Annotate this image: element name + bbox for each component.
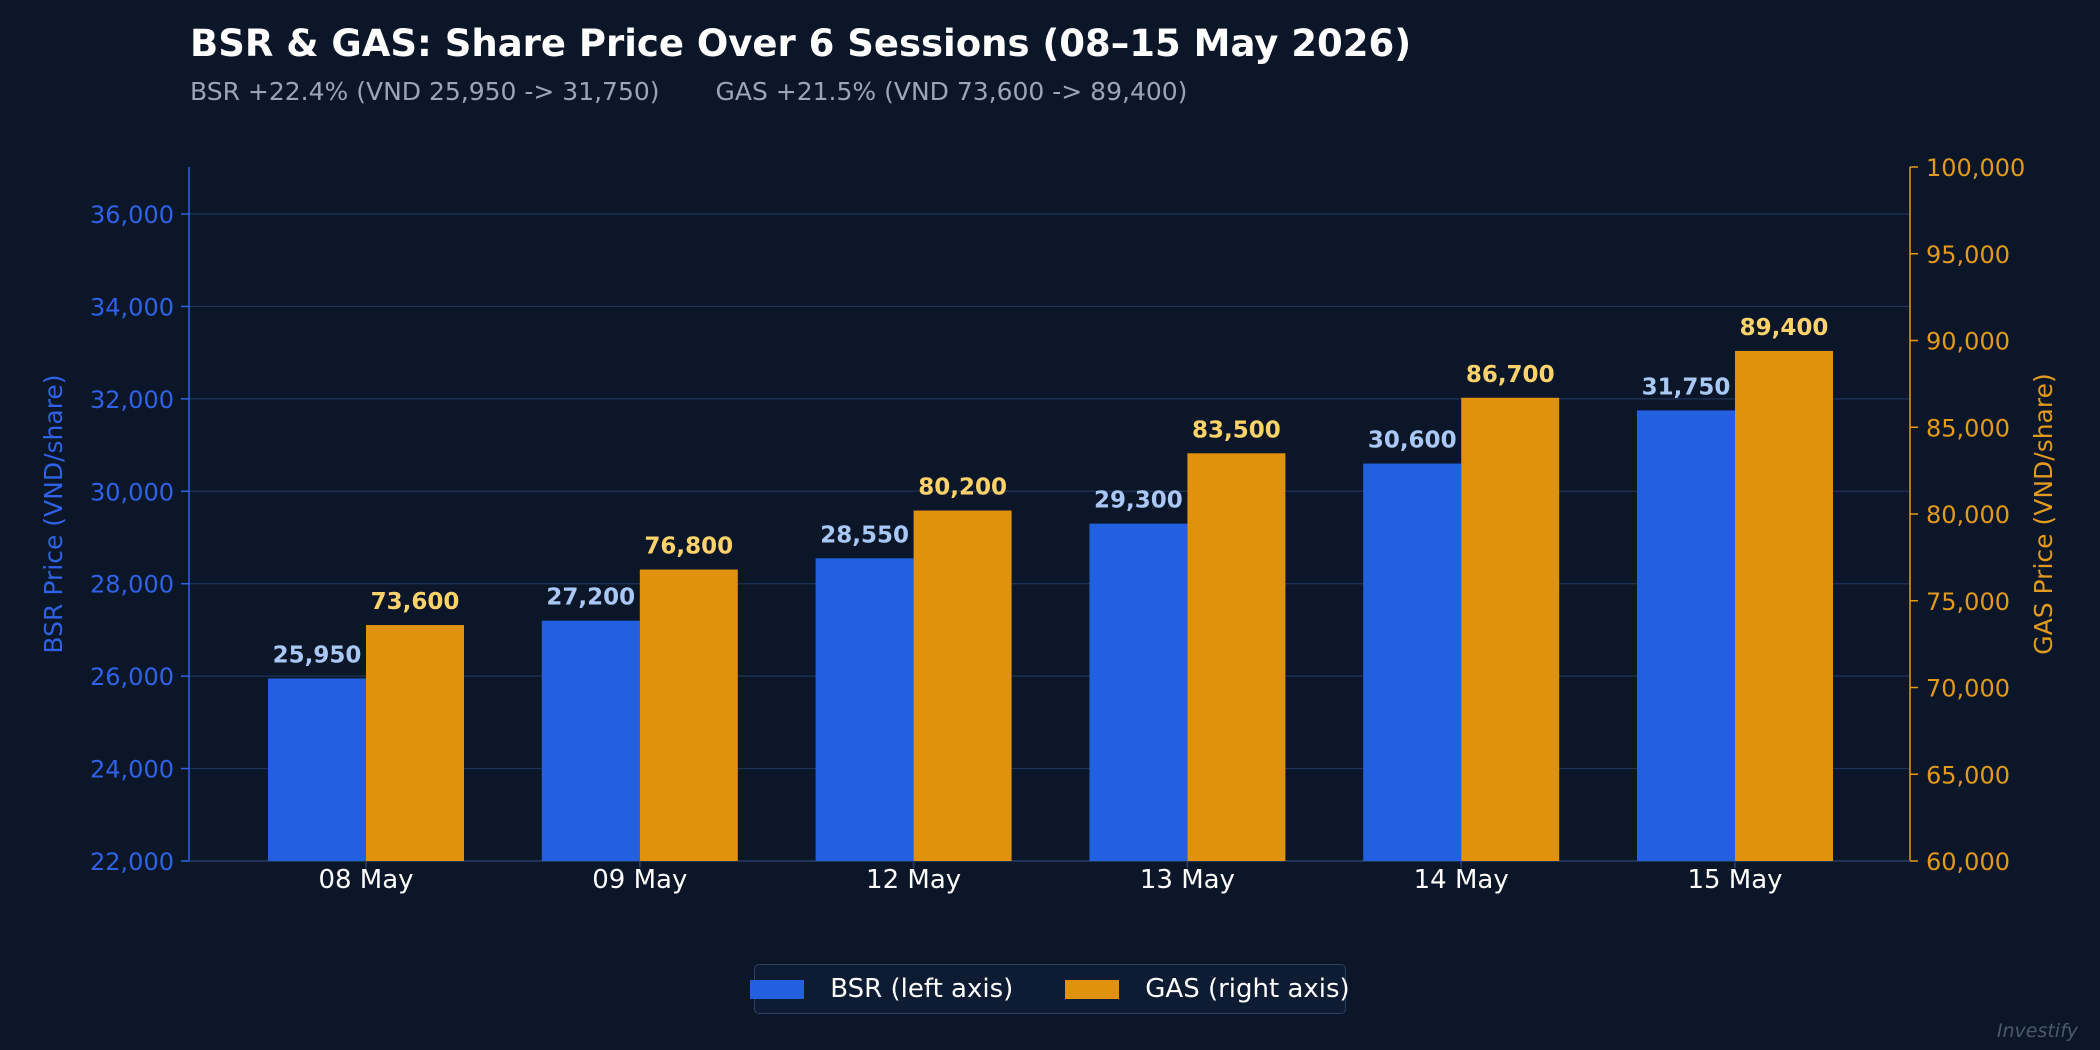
bar-gas bbox=[1735, 350, 1833, 861]
legend-label-gas: GAS (right axis) bbox=[1145, 974, 1350, 1004]
left-axis-tick-label: 28,000 bbox=[90, 571, 174, 599]
bar-gas bbox=[913, 510, 1012, 861]
left-axis-tick-label: 24,000 bbox=[90, 756, 174, 784]
data-label-gas: 89,400 bbox=[1740, 315, 1829, 341]
data-label-bsr: 25,950 bbox=[273, 642, 362, 668]
right-axis-tick-label: 85,000 bbox=[1926, 414, 2010, 442]
bar-bsr bbox=[815, 558, 914, 861]
chart-title: BSR & GAS: Share Price Over 6 Sessions (… bbox=[190, 22, 1412, 65]
legend-item-bsr: BSR (left axis) bbox=[750, 974, 1013, 1004]
right-axis-tick-label: 100,000 bbox=[1926, 154, 2025, 182]
left-axis-tick-label: 30,000 bbox=[90, 478, 174, 506]
bar-bsr bbox=[541, 620, 640, 861]
bar-gas bbox=[1187, 453, 1286, 861]
legend-item-gas: GAS (right axis) bbox=[1065, 974, 1350, 1004]
chart-legend: BSR (left axis) GAS (right axis) bbox=[750, 964, 1350, 1014]
data-label-gas: 80,200 bbox=[918, 475, 1007, 501]
bar-bsr bbox=[1637, 410, 1735, 861]
x-axis-tick-label: 13 May bbox=[1140, 865, 1235, 895]
data-label-bsr: 31,750 bbox=[1642, 374, 1731, 400]
left-axis-tick-label: 32,000 bbox=[90, 386, 174, 414]
data-label-gas: 83,500 bbox=[1192, 417, 1281, 443]
chart-subtitle: BSR +22.4% (VND 25,950 -> 31,750) GAS +2… bbox=[190, 77, 1235, 106]
right-axis-tick-label: 70,000 bbox=[1926, 675, 2010, 703]
bar-gas bbox=[1461, 397, 1560, 861]
right-axis-title: GAS Price (VND/share) bbox=[2029, 373, 2058, 655]
x-axis-tick-label: 15 May bbox=[1687, 865, 1782, 895]
legend-swatch-gas bbox=[1065, 979, 1120, 999]
bar-gas bbox=[639, 569, 738, 861]
right-axis-tick-label: 95,000 bbox=[1926, 241, 2010, 269]
legend-label-bsr: BSR (left axis) bbox=[830, 974, 1014, 1004]
left-axis-tick-label: 36,000 bbox=[90, 201, 174, 229]
bar-bsr bbox=[1363, 463, 1462, 861]
subtitle-bsr-change: BSR +22.4% (VND 25,950 -> 31,750) bbox=[190, 77, 660, 106]
data-label-gas: 76,800 bbox=[644, 534, 733, 560]
data-label-bsr: 30,600 bbox=[1368, 428, 1457, 454]
data-label-bsr: 29,300 bbox=[1094, 488, 1183, 514]
data-label-bsr: 28,550 bbox=[820, 522, 909, 548]
x-axis-tick-label: 09 May bbox=[592, 865, 687, 895]
data-label-gas: 73,600 bbox=[371, 589, 460, 615]
right-axis-tick-label: 90,000 bbox=[1926, 328, 2010, 356]
left-axis-title: BSR Price (VND/share) bbox=[39, 374, 68, 653]
bar-gas bbox=[366, 625, 464, 861]
bar-bsr bbox=[268, 678, 366, 861]
x-axis-tick-label: 14 May bbox=[1414, 865, 1509, 895]
left-axis-tick-label: 22,000 bbox=[90, 848, 174, 876]
right-axis-tick-label: 65,000 bbox=[1926, 761, 2010, 789]
x-axis-tick-label: 08 May bbox=[318, 865, 413, 895]
right-axis-tick-label: 75,000 bbox=[1926, 588, 2010, 616]
bar-bsr bbox=[1089, 523, 1188, 861]
x-axis-tick-label: 12 May bbox=[866, 865, 961, 895]
left-axis-tick-label: 26,000 bbox=[90, 663, 174, 691]
watermark: Investify bbox=[1996, 1020, 2078, 1042]
right-axis-tick-label: 80,000 bbox=[1926, 501, 2010, 529]
left-axis-tick-label: 34,000 bbox=[90, 293, 174, 321]
subtitle-gas-change: GAS +21.5% (VND 73,600 -> 89,400) bbox=[715, 77, 1188, 106]
right-axis-tick-label: 60,000 bbox=[1926, 848, 2010, 876]
data-label-gas: 86,700 bbox=[1466, 362, 1555, 388]
legend-swatch-bsr bbox=[750, 979, 805, 999]
data-label-bsr: 27,200 bbox=[546, 585, 635, 611]
